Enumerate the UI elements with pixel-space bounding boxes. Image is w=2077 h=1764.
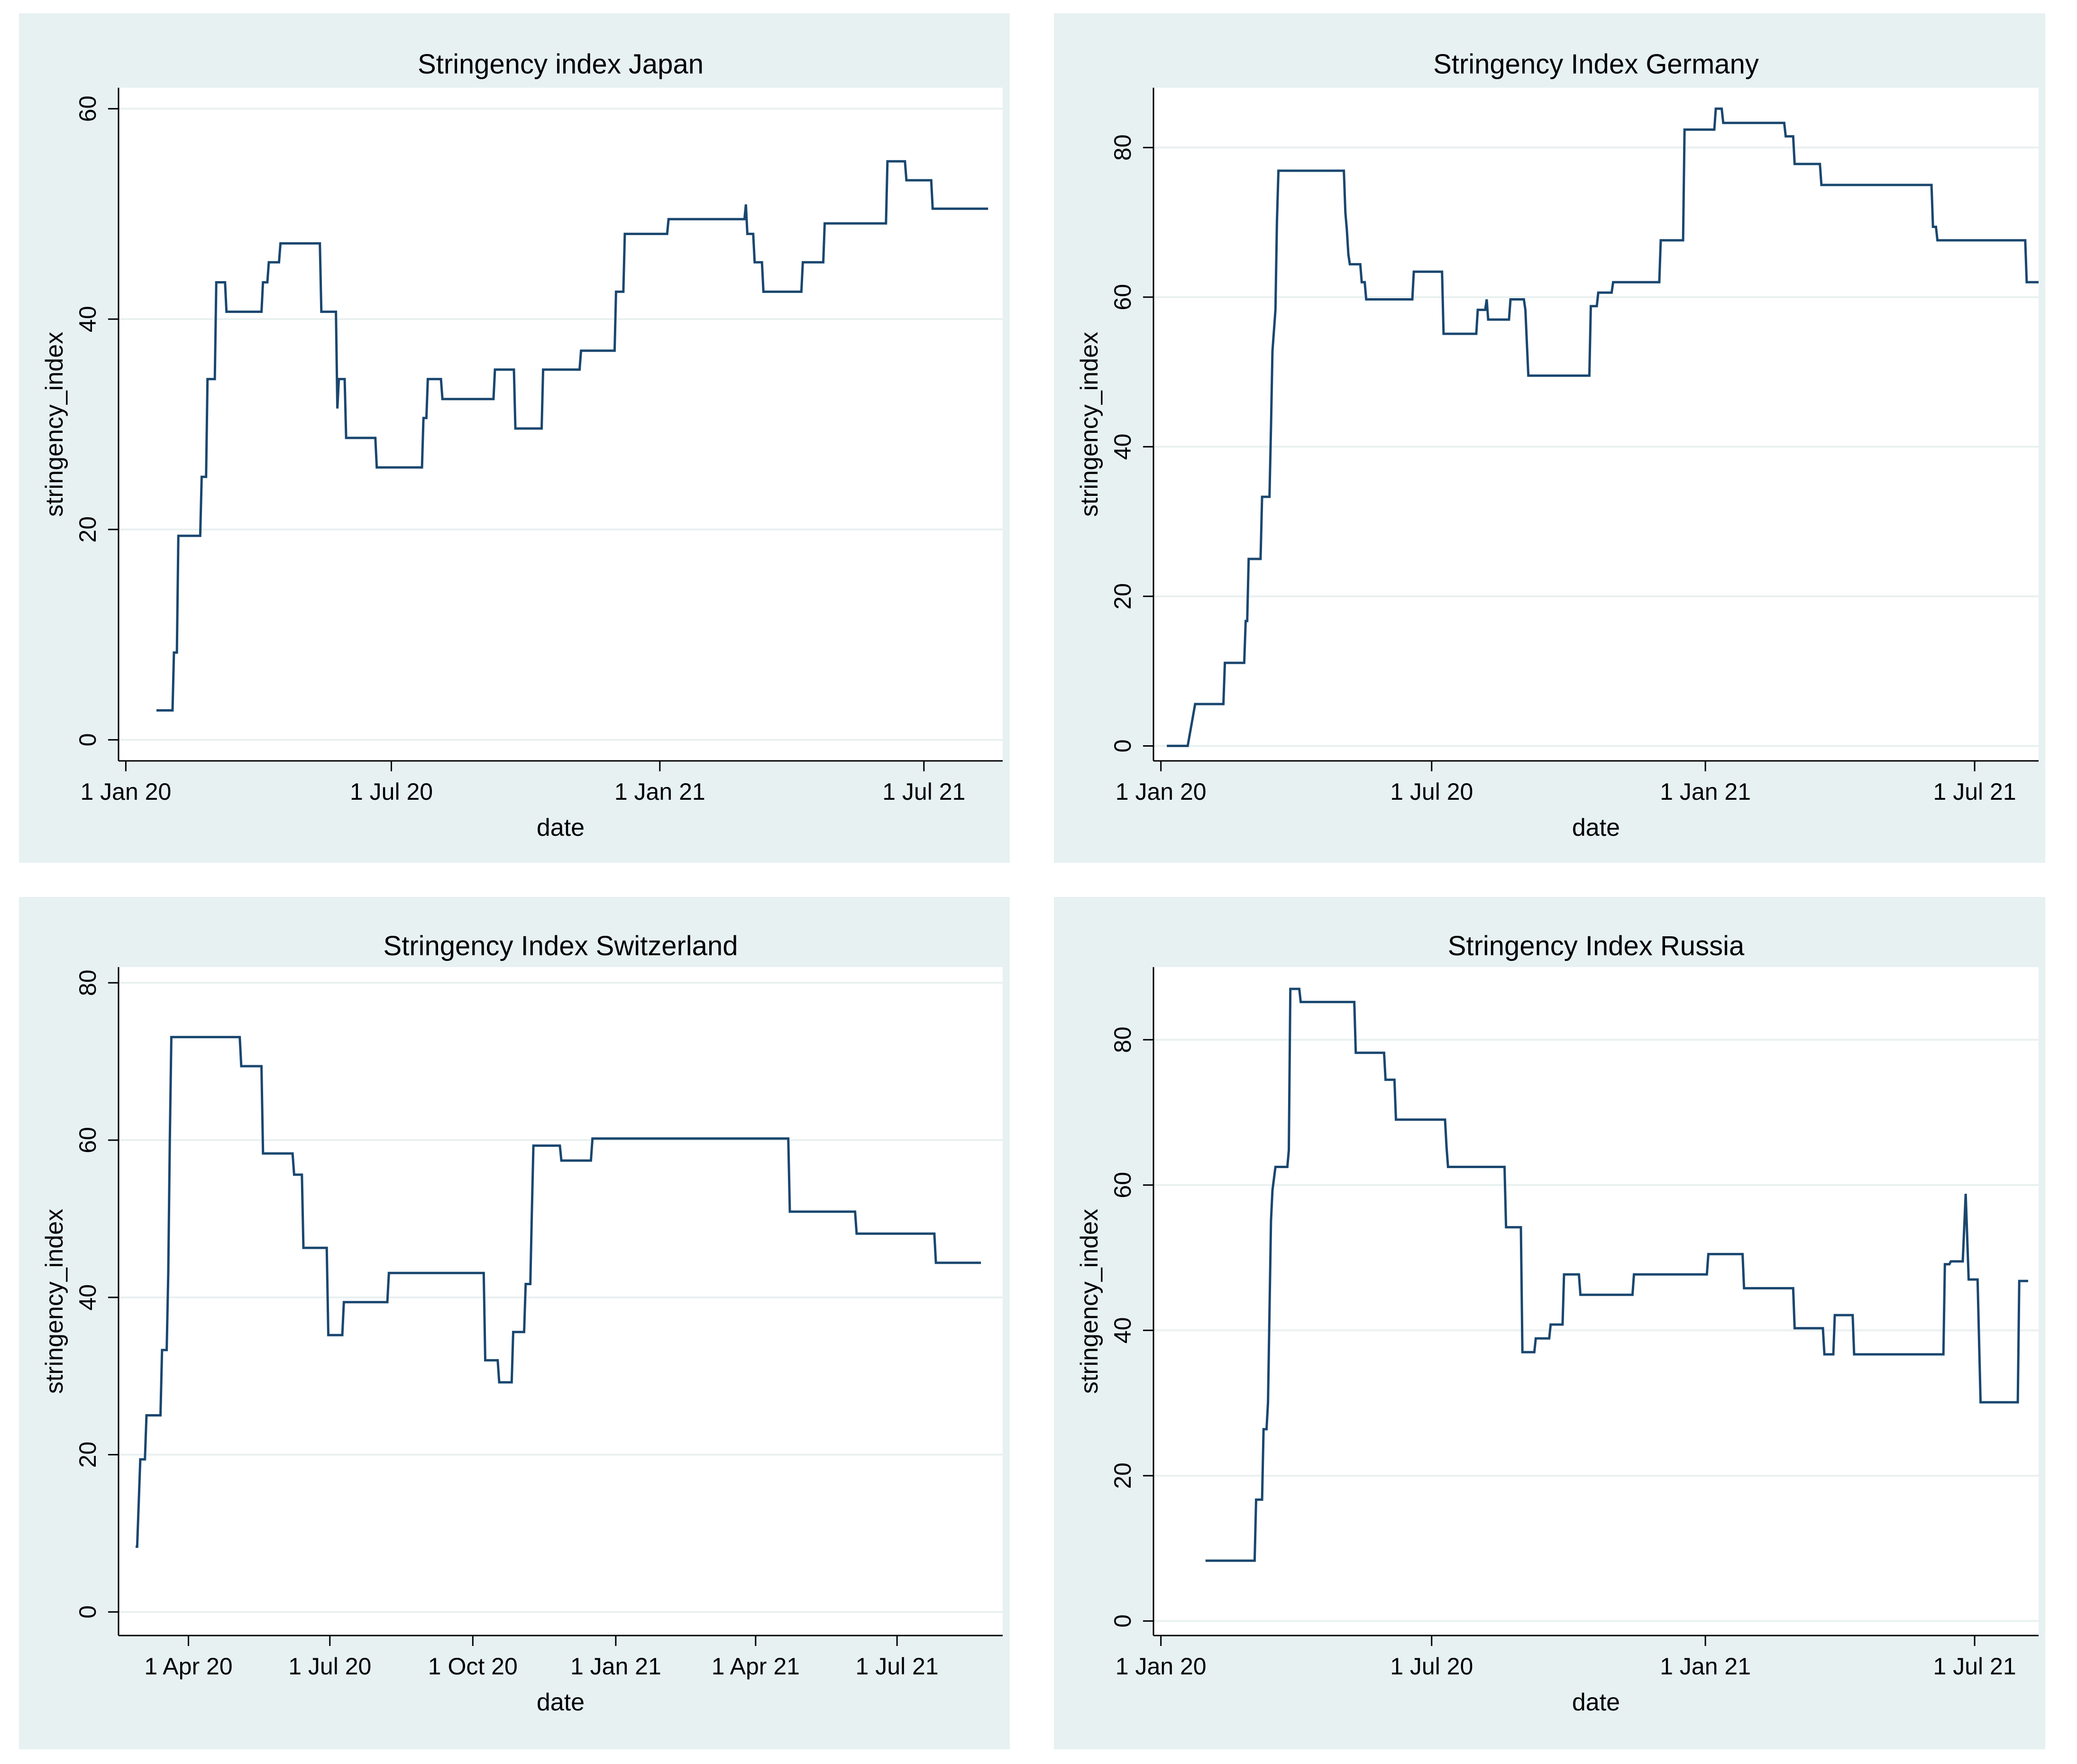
x-tick-label: 1 Jul 21: [1933, 778, 2016, 805]
x-tick-label: 1 Apr 21: [712, 1653, 800, 1680]
plot-area: [1153, 967, 2039, 1636]
y-axis-title: stringency_index: [1076, 1209, 1103, 1394]
series-line: [156, 160, 988, 712]
chart-title: Stringency Index Russia: [1448, 931, 1745, 961]
chart-panel-3: 0 20 40 60 80 1 Apr 20 1 Jul 20 1 Oct 20 1 Jan 2…: [19, 897, 1010, 1749]
y-tick-label: 80: [1109, 1026, 1136, 1053]
chart-panel-4: 0 20 40 60 80 1 Jan 20 1 Jul 20 1 Jan 21 1 Jul 2…: [1054, 897, 2045, 1749]
x-axis-title: date: [1572, 1689, 1620, 1716]
y-tick-label: 60: [74, 96, 101, 122]
x-tick-label: 1 Jul 20: [1390, 778, 1473, 805]
y-tick-label: 80: [74, 969, 101, 996]
x-axis-title: date: [537, 814, 585, 841]
plot-area: [119, 967, 1003, 1636]
series-line: [1167, 107, 2039, 747]
y-tick-label: 60: [1109, 284, 1136, 311]
x-tick-label: 1 Jul 20: [288, 1653, 371, 1680]
x-tick-label: 1 Jan 21: [1660, 778, 1751, 805]
y-tick-label: 40: [1109, 434, 1136, 460]
plot-area: [1153, 88, 2039, 761]
y-tick-label: 0: [1109, 1614, 1136, 1627]
y-tick-label: 0: [74, 1605, 101, 1618]
x-axis-title: date: [1572, 814, 1620, 841]
x-tick-label: 1 Jan 20: [1116, 778, 1207, 805]
x-tick-label: 1 Jul 21: [856, 1653, 939, 1680]
x-tick-label: 1 Jan 21: [614, 778, 705, 805]
x-tick-label: 1 Jul 20: [1390, 1653, 1473, 1680]
x-tick-label: 1 Oct 20: [428, 1653, 518, 1680]
chart-panel-1: 0 20 40 60 1 Jan 20 1 Jul 20 1 Jan 21 1 Jul 21 S…: [19, 13, 1010, 863]
y-tick-label: 80: [1109, 134, 1136, 161]
x-tick-label: 1 Jan 20: [1116, 1653, 1207, 1680]
x-tick-label: 1 Jul 21: [1933, 1653, 2016, 1680]
y-tick-label: 0: [74, 733, 101, 747]
x-tick-label: 1 Jan 20: [80, 778, 171, 805]
y-tick-label: 20: [74, 516, 101, 543]
y-axis-title: stringency_index: [41, 1209, 68, 1394]
y-tick-label: 20: [74, 1442, 101, 1468]
y-tick-label: 60: [74, 1127, 101, 1153]
y-tick-label: 0: [1109, 740, 1136, 753]
x-tick-label: 1 Jan 21: [1660, 1653, 1751, 1680]
y-tick-label: 20: [1109, 583, 1136, 610]
x-axis-title: date: [537, 1689, 585, 1716]
chart-title: Stringency Index Germany: [1433, 49, 1759, 80]
y-tick-label: 40: [74, 306, 101, 332]
plot-area: [119, 88, 1003, 761]
x-tick-label: 1 Apr 20: [144, 1653, 232, 1680]
x-tick-label: 1 Jul 20: [350, 778, 433, 805]
y-axis-title: stringency_index: [41, 332, 68, 517]
x-tick-label: 1 Jul 21: [882, 778, 965, 805]
y-axis-title: stringency_index: [1076, 332, 1103, 517]
chart-title: Stringency index Japan: [418, 49, 704, 80]
series-line: [136, 1036, 981, 1548]
series-line: [1205, 987, 2028, 1562]
y-tick-label: 60: [1109, 1172, 1136, 1198]
chart-panel-2: 0 20 40 60 80 1 Jan 20 1 Jul 20 1 Jan 21 1 Jul 2…: [1054, 13, 2045, 863]
y-tick-label: 20: [1109, 1462, 1136, 1489]
y-tick-label: 40: [74, 1284, 101, 1311]
chart-title: Stringency Index Switzerland: [384, 931, 738, 961]
x-tick-label: 1 Jan 21: [570, 1653, 661, 1680]
y-tick-label: 40: [1109, 1317, 1136, 1344]
